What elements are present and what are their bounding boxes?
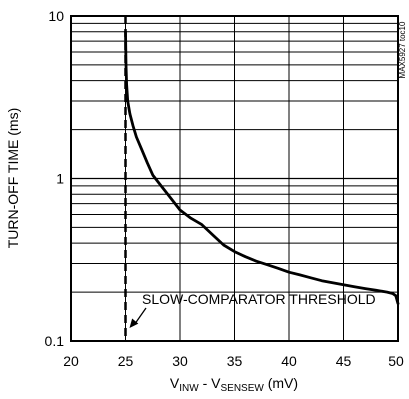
y-tick-label: 0.1 <box>45 333 65 349</box>
x-label-v1: V <box>170 375 180 391</box>
x-label-sub2: SENSEW <box>221 383 265 394</box>
x-axis-label: VINW - VSENSEW (mV) <box>170 375 298 394</box>
x-tick-label: 25 <box>118 353 134 369</box>
x-tick-label: 35 <box>227 353 243 369</box>
figure-id-watermark: MAX5927 toc10 <box>398 21 407 78</box>
x-tick-label: 20 <box>63 353 79 369</box>
y-tick-label: 1 <box>56 171 64 187</box>
y-axis-label: TURN-OFF TIME (ms) <box>5 108 21 249</box>
x-label-sub1: INW <box>179 383 199 394</box>
turn-off-curve <box>124 30 400 305</box>
annotation-label: SLOW-COMPARATOR THRESHOLD <box>142 291 376 307</box>
x-tick-label: 45 <box>336 353 352 369</box>
x-label-separator: - V <box>199 375 221 391</box>
y-tick-label: 10 <box>48 8 64 24</box>
x-tick-label: 30 <box>172 353 188 369</box>
annotation-arrow <box>134 307 147 324</box>
plot-frame <box>70 15 399 342</box>
x-tick-label: 40 <box>281 353 297 369</box>
x-label-units: (mV) <box>264 375 298 391</box>
x-tick-labels: 20 25 30 35 40 45 50 <box>63 353 404 369</box>
x-tick-label: 50 <box>388 353 404 369</box>
y-tick-labels: 0.1 1 10 <box>45 8 65 349</box>
annotation-arrow-head <box>129 318 139 328</box>
